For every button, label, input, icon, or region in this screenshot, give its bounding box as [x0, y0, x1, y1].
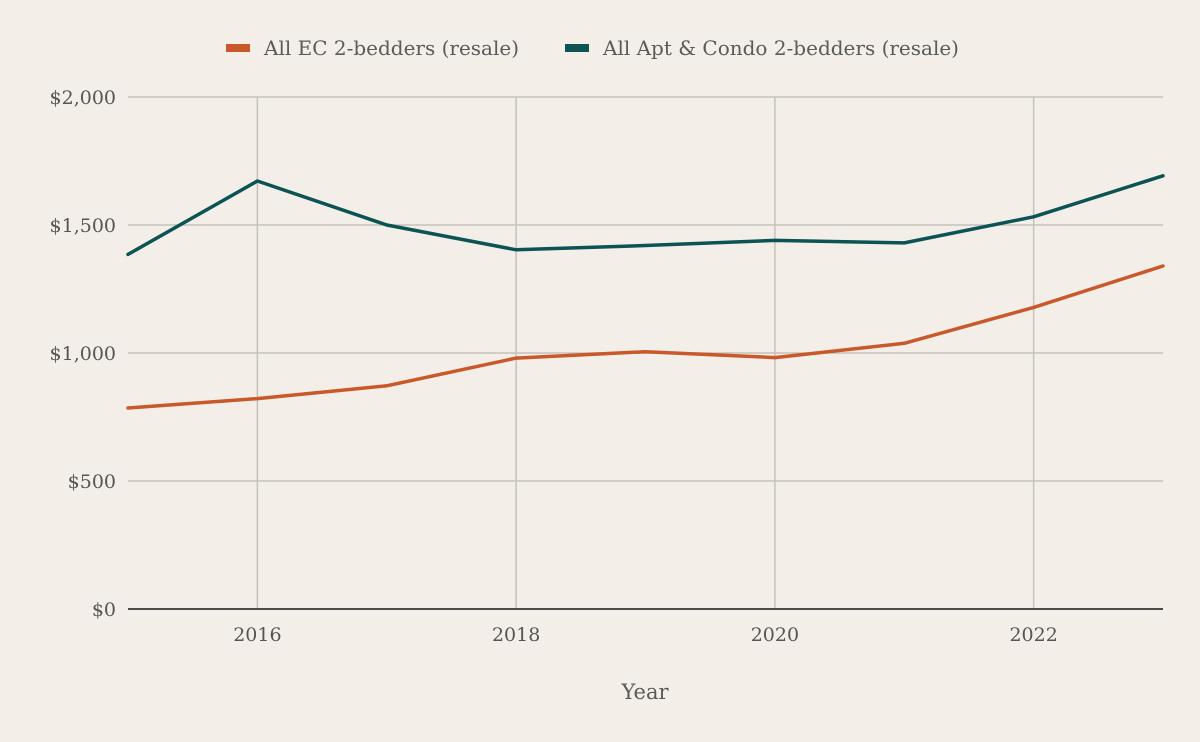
y-tick-label: $0 [92, 599, 116, 621]
y-tick-label: $1,000 [50, 343, 116, 365]
series-layer [126, 174, 1165, 410]
series-line-1 [126, 264, 1165, 410]
axis-layer: $0 $500 $1,000 $1,500 $2,000 2016 2018 2020 2022 [50, 87, 1163, 646]
x-tick-label: 2016 [233, 624, 281, 646]
x-axis-title: Year [620, 680, 669, 704]
legend-swatch-1 [226, 44, 250, 52]
x-tick-label: 2020 [751, 624, 799, 646]
grid-layer [128, 96, 1163, 609]
y-tick-label: $500 [68, 471, 116, 493]
x-tick-label: 2018 [492, 624, 540, 646]
y-tick-label: $1,500 [50, 215, 116, 237]
x-tick-label: 2022 [1009, 624, 1057, 646]
series-line-2 [126, 174, 1165, 257]
legend-label-1: All EC 2-bedders (resale) [263, 36, 519, 60]
legend-swatch-2 [565, 44, 589, 52]
y-tick-label: $2,000 [50, 87, 116, 109]
legend: All EC 2-bedders (resale) All Apt & Condo… [226, 36, 959, 60]
legend-label-2: All Apt & Condo 2-bedders (resale) [602, 36, 959, 60]
